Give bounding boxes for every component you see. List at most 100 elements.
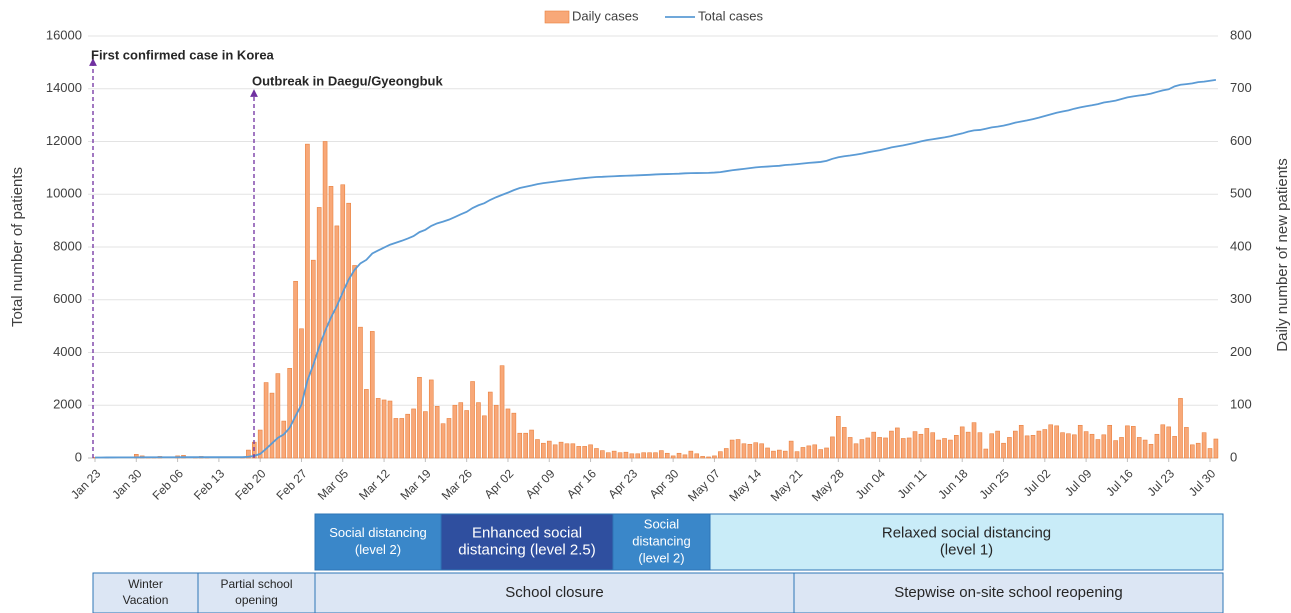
timeline-label: Social distancing (329, 525, 427, 540)
bar (487, 391, 493, 459)
y-tick-label: 14000 (46, 80, 82, 95)
x-tick-label: May 21 (768, 466, 806, 504)
bar (983, 448, 989, 459)
bar (305, 143, 310, 459)
x-tick-label: May 07 (685, 466, 723, 504)
bar (1072, 434, 1077, 459)
bar (1142, 439, 1148, 459)
bar (411, 408, 416, 459)
x-tick-label: Apr 09 (523, 466, 558, 501)
bar (399, 418, 405, 459)
bar (511, 412, 517, 459)
bar (570, 443, 576, 459)
timeline-box (612, 513, 711, 571)
bar (535, 439, 540, 459)
bar (334, 225, 340, 459)
bar (629, 453, 635, 459)
bar (1119, 437, 1124, 459)
bar (523, 432, 528, 459)
bar (718, 451, 723, 459)
bar (476, 402, 481, 459)
bar (995, 430, 1000, 459)
bar (517, 432, 523, 459)
bar (1125, 425, 1130, 459)
annotation: Outbreak in Daegu/Gyeongbuk (252, 73, 443, 88)
bar (653, 452, 658, 459)
y-tick-label: 6000 (53, 291, 82, 306)
bar (1030, 435, 1036, 459)
x-tick-label: Apr 23 (605, 466, 640, 501)
bar (582, 446, 587, 459)
bar (493, 404, 499, 459)
timeline-box (314, 513, 442, 571)
y-tick-label: 8000 (53, 238, 82, 253)
bar (1184, 427, 1189, 459)
x-tick-label: Jun 04 (853, 466, 889, 502)
bar (1048, 424, 1054, 459)
timeline-label: Stepwise on-site school reopening (894, 584, 1122, 601)
x-tick-label: Jan 30 (109, 466, 145, 502)
y2-tick-label: 700 (1230, 80, 1252, 95)
bar (322, 141, 328, 459)
timeline-label: School closure (505, 584, 603, 601)
bar (393, 418, 399, 459)
bar (965, 431, 971, 459)
bar (1066, 433, 1071, 459)
bar (1007, 437, 1012, 459)
bar (635, 453, 641, 459)
y2-tick-label: 0 (1230, 449, 1237, 464)
bar (841, 427, 847, 459)
bar (800, 447, 806, 459)
bar (729, 439, 735, 459)
bar (281, 420, 287, 459)
bar (1131, 426, 1136, 459)
x-tick-label: Mar 26 (439, 466, 476, 503)
bar (688, 450, 694, 459)
x-tick-label: Jun 25 (977, 466, 1013, 502)
bar (1107, 424, 1113, 459)
bar (1083, 431, 1089, 459)
bar (1160, 424, 1166, 459)
bar (836, 416, 841, 459)
bar (1001, 442, 1006, 459)
timeline-label: Relaxed social distancing (882, 524, 1051, 541)
y-tick-label: 16000 (46, 27, 82, 42)
timeline-label: distancing (632, 533, 691, 548)
bar (694, 453, 700, 459)
bar (588, 444, 593, 459)
bar (877, 437, 882, 459)
bar (1148, 443, 1154, 459)
bar (1095, 439, 1101, 459)
bar (1042, 429, 1048, 459)
bar (859, 439, 865, 459)
y-tick-label: 10000 (46, 186, 82, 201)
bar (246, 449, 251, 459)
bar (812, 444, 818, 459)
bar (594, 448, 599, 459)
y-axis-title: Total number of patients (9, 167, 26, 327)
timeline-box (709, 513, 1224, 571)
bar (499, 365, 505, 459)
x-tick-label: Mar 19 (397, 466, 434, 503)
bar (735, 439, 741, 459)
bar (405, 413, 410, 459)
bar (346, 202, 351, 459)
bar (682, 454, 688, 459)
bar (558, 441, 564, 459)
y-tick-label: 4000 (53, 344, 82, 359)
bar (777, 449, 782, 459)
bar (889, 430, 894, 459)
x-tick-label: Mar 05 (315, 466, 352, 503)
bar (895, 427, 900, 459)
bar (1154, 433, 1160, 459)
bar (865, 437, 871, 459)
y2-axis-title: Daily number of new patients (1274, 158, 1291, 351)
bar (340, 184, 346, 459)
bar (458, 402, 464, 459)
bar (765, 447, 770, 459)
bar (1166, 426, 1172, 459)
bar (381, 399, 387, 459)
bar (1172, 436, 1177, 459)
